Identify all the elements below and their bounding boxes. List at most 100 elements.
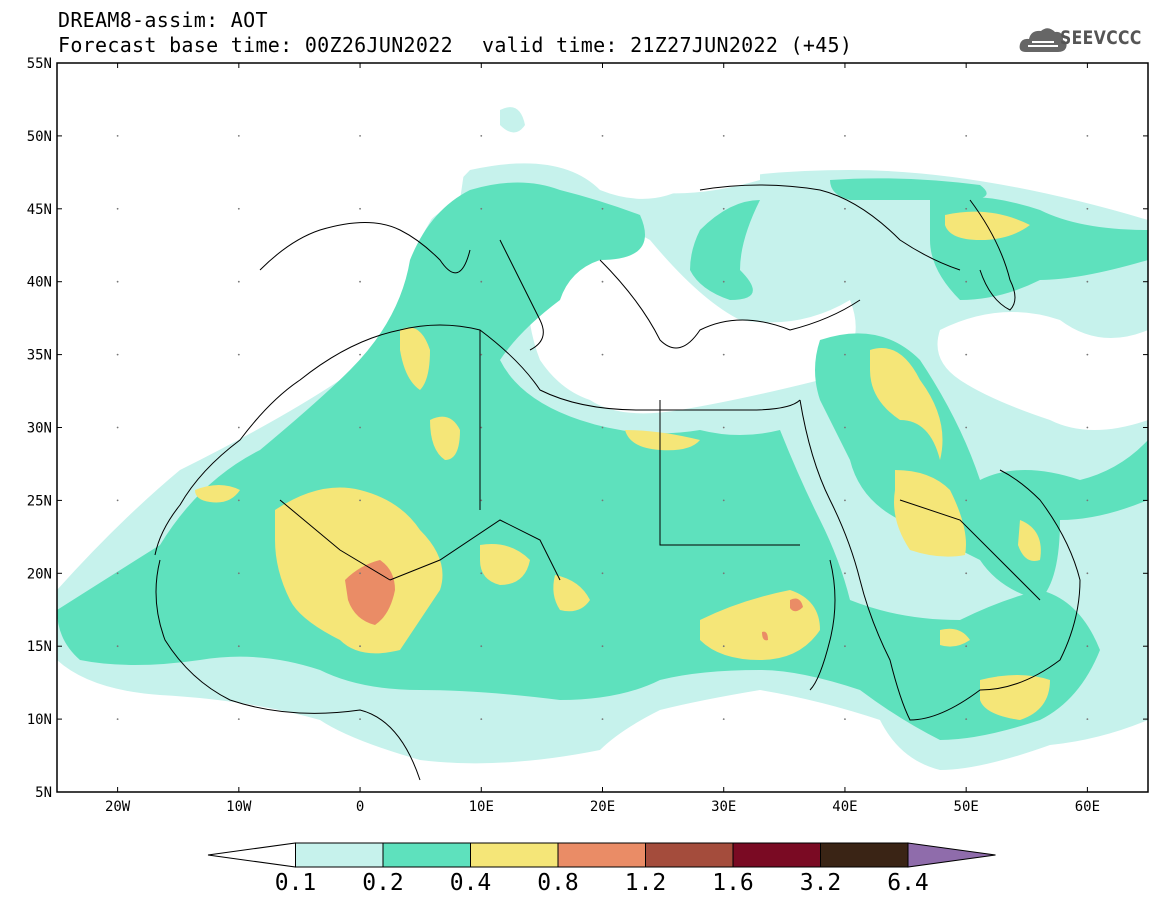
grid-dot	[116, 499, 119, 502]
colorbar-label: 0.1	[275, 870, 317, 896]
product-title: DREAM8-assim: AOT	[58, 8, 268, 32]
grid-dot	[965, 353, 968, 356]
lat-label: 35N	[27, 348, 52, 364]
grid-dot	[1086, 718, 1089, 720]
grid-dot	[480, 718, 483, 720]
colorbar-swatch	[645, 842, 734, 868]
grid-dot	[237, 280, 240, 283]
grid-dot	[965, 645, 968, 648]
grid-dot	[722, 280, 725, 283]
grid-dot	[116, 207, 119, 210]
lat-axis: 55N 50N 45N 40N 35N 30N 25N 20N 15N 10N 5N	[27, 56, 1148, 801]
colorbar-swatch	[557, 842, 646, 868]
grid-dot	[480, 135, 483, 137]
grid-dot	[359, 572, 361, 575]
lat-label: 20N	[27, 566, 52, 582]
lat-label: 50N	[27, 129, 52, 145]
grid-dot	[1086, 426, 1089, 429]
grid-dot	[237, 426, 240, 429]
grid-dot	[1086, 645, 1089, 648]
grid-dot	[480, 499, 483, 502]
lon-label: 20W	[105, 799, 131, 815]
grid-dots	[116, 135, 1089, 720]
grid-dot	[116, 280, 119, 283]
grid-dot	[1086, 499, 1089, 502]
grid-dot	[480, 645, 483, 648]
grid-dot	[844, 135, 846, 137]
grid-dot	[237, 353, 240, 356]
grid-dot	[844, 207, 846, 210]
grid-dot	[116, 718, 119, 720]
grid-dot	[359, 135, 361, 137]
grid-dot	[359, 499, 361, 502]
grid-dot	[237, 135, 240, 137]
grid-dot	[601, 280, 604, 283]
grid-dot	[601, 572, 604, 575]
grid-dot	[722, 499, 725, 502]
base-time: Forecast base time: 00Z26JUN2022	[58, 33, 453, 57]
grid-dot	[722, 426, 725, 429]
colorbar-label: 0.2	[362, 870, 404, 896]
grid-dot	[1086, 207, 1089, 210]
grid-dot	[844, 353, 846, 356]
lat-label: 30N	[27, 421, 52, 437]
lon-label: 60E	[1075, 799, 1100, 815]
colorbar: 0.1 0.2 0.4 0.8 1.2 1.6 3.2 6.4	[207, 842, 996, 896]
lat-label: 25N	[27, 493, 52, 509]
cloud-icon	[1019, 28, 1067, 52]
grid-dot	[1086, 280, 1089, 283]
grid-dot	[237, 645, 240, 648]
grid-dot	[844, 499, 846, 502]
grid-dot	[1086, 572, 1089, 575]
grid-dot	[722, 718, 725, 720]
valid-time: valid time: 21Z27JUN2022 (+45)	[482, 33, 853, 57]
lon-label: 10W	[226, 799, 252, 815]
grid-dot	[601, 135, 604, 137]
colorbar-label: 1.6	[712, 870, 754, 896]
lon-label: 50E	[954, 799, 979, 815]
grid-dot	[722, 207, 725, 210]
grid-dot	[480, 207, 483, 210]
colorbar-label: 1.2	[625, 870, 667, 896]
colorbar-label: 0.4	[450, 870, 492, 896]
lon-label: 30E	[711, 799, 736, 815]
grid-dot	[359, 426, 361, 429]
colorbar-label: 6.4	[887, 870, 929, 896]
lat-label: 15N	[27, 639, 52, 655]
grid-dot	[359, 718, 361, 720]
grid-dot	[844, 718, 846, 720]
lon-axis: 20W 10W 0 10E 20E 30E 40E 50E 60E	[105, 63, 1100, 815]
colorbar-swatch	[207, 842, 296, 868]
grid-dot	[965, 718, 968, 720]
grid-dot	[965, 135, 968, 137]
lon-label: 0	[356, 799, 364, 815]
grid-dot	[965, 207, 968, 210]
lat-label: 55N	[27, 56, 52, 72]
grid-dot	[480, 280, 483, 283]
grid-dot	[359, 645, 361, 648]
lat-label: 45N	[27, 202, 52, 218]
lat-label: 5N	[35, 785, 52, 801]
grid-dot	[480, 426, 483, 429]
grid-dot	[359, 280, 361, 283]
grid-dot	[722, 645, 725, 648]
grid-dot	[480, 572, 483, 575]
grid-dot	[965, 499, 968, 502]
lat-label: 40N	[27, 275, 52, 291]
grid-dot	[601, 207, 604, 210]
grid-dot	[116, 426, 119, 429]
aot-level-0.8	[345, 560, 803, 641]
colorbar-swatch	[732, 842, 821, 868]
grid-dot	[965, 572, 968, 575]
grid-dot	[601, 353, 604, 356]
grid-dot	[844, 280, 846, 283]
grid-dot	[237, 572, 240, 575]
lon-label: 40E	[832, 799, 857, 815]
grid-dot	[601, 645, 604, 648]
grid-dot	[844, 426, 846, 429]
grid-dot	[722, 135, 725, 137]
grid-dot	[1086, 353, 1089, 356]
lat-label: 10N	[27, 712, 52, 728]
logo-text: SEEVCCC	[1060, 27, 1142, 49]
